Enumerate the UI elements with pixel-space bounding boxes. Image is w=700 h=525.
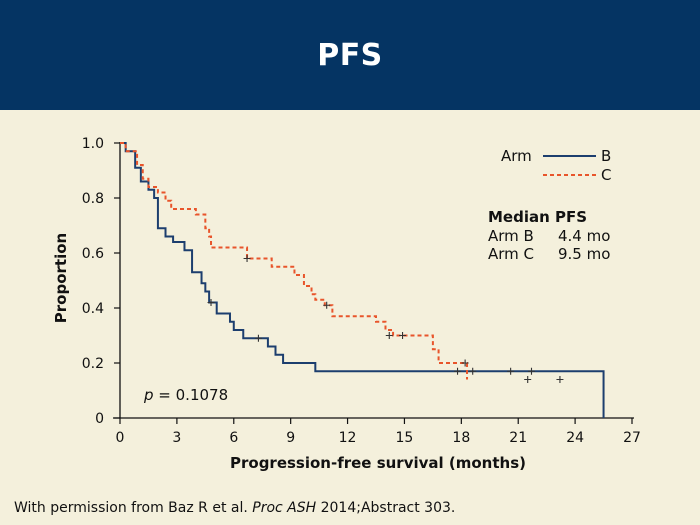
x-tick-label: 3	[172, 430, 181, 446]
citation-journal: Proc ASH	[252, 500, 317, 516]
series-b	[120, 142, 605, 418]
page-title: PFS	[317, 37, 383, 73]
x-tick-label: 27	[623, 430, 641, 446]
y-tick-label: 0.4	[82, 301, 104, 317]
y-ticks: 0 0.2 0.4 0.6 0.8 1.0	[82, 136, 120, 427]
censor-mark-b	[254, 334, 262, 342]
censor-mark-b	[454, 367, 462, 375]
x-tick-label: 21	[509, 430, 527, 446]
x-axis: 0 3 6 9 12 15 18 21 24 27	[113, 417, 641, 446]
citation-footer: With permission from Baz R et al. Proc A…	[14, 500, 455, 516]
y-tick-label: 0.2	[82, 356, 104, 372]
censor-mark-c	[524, 376, 532, 383]
censor-mark-c	[385, 332, 393, 339]
censor-mark-c	[243, 255, 251, 262]
citation-suffix: 2014;Abstract 303.	[316, 500, 456, 516]
legend-label-c: C	[601, 166, 611, 184]
p-symbol: p	[143, 386, 154, 404]
x-tick-label: 18	[452, 430, 470, 446]
x-tick-label: 24	[566, 430, 584, 446]
censor-mark-c	[399, 332, 407, 339]
km-curve-c	[120, 142, 469, 380]
citation-prefix: With permission from Baz R et al.	[14, 500, 253, 516]
median-pfs-box: Median PFS Arm B 4.4 mo Arm C 9.5 mo	[488, 208, 610, 263]
median-arm-b-label: Arm B	[488, 227, 534, 245]
x-tick-label: 0	[116, 430, 125, 446]
km-curve-b	[120, 142, 605, 418]
y-tick-label: 0	[95, 411, 104, 427]
x-tick-label: 12	[339, 430, 357, 446]
series-c	[120, 142, 564, 383]
km-chart: 0 0.2 0.4 0.6 0.8 1.0 0 3 6 9 12 15 18 21 24 27 Propor…	[52, 136, 641, 472]
title-band: PFS	[0, 0, 700, 110]
censor-mark-b	[207, 299, 215, 306]
p-value-text: = 0.1078	[154, 386, 229, 404]
y-axis: 0 0.2 0.4 0.6 0.8 1.0	[82, 136, 121, 427]
censor-mark-b	[469, 367, 477, 375]
censor-mark-c	[323, 301, 331, 309]
median-arm-b-value: 4.4 mo	[558, 227, 610, 245]
y-tick-label: 1.0	[82, 136, 104, 152]
y-tick-label: 0.8	[82, 191, 104, 207]
x-tick-label: 6	[229, 430, 238, 446]
legend-title: Arm	[501, 147, 532, 165]
censor-mark-b	[527, 367, 535, 375]
y-axis-label: Proportion	[52, 233, 70, 323]
p-value-annotation: p = 0.1078	[143, 386, 228, 404]
x-tick-label: 9	[286, 430, 295, 446]
series-layer	[120, 142, 605, 418]
median-pfs-title: Median PFS	[488, 208, 587, 226]
x-ticks: 0 3 6 9 12 15 18 21 24 27	[116, 418, 641, 446]
censor-mark-c	[556, 376, 564, 383]
median-arm-c-label: Arm C	[488, 245, 534, 263]
x-tick-label: 15	[396, 430, 414, 446]
x-axis-label: Progression-free survival (months)	[230, 454, 526, 472]
y-tick-label: 0.6	[82, 246, 104, 262]
legend-label-b: B	[601, 147, 611, 165]
median-arm-c-value: 9.5 mo	[558, 245, 610, 263]
censor-mark-b	[507, 367, 515, 375]
censor-mark-c	[461, 359, 469, 367]
legend: Arm B C	[501, 147, 611, 184]
